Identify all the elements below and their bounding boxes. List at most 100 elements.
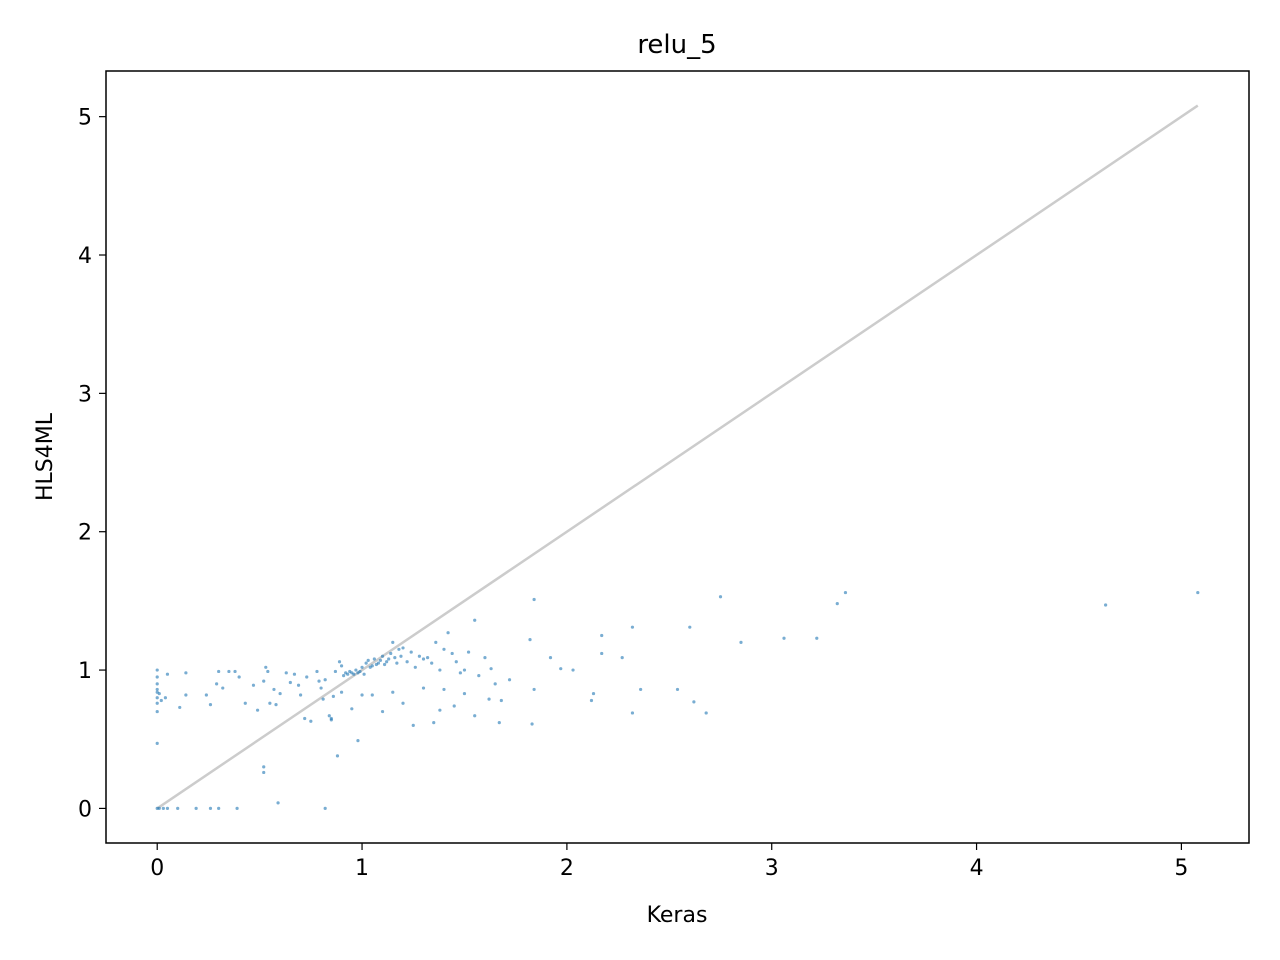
data-point — [317, 679, 321, 683]
y-tick-label: 1 — [78, 659, 92, 684]
y-axis: 0 1 2 3 4 5 — [78, 106, 106, 822]
data-point — [454, 660, 458, 664]
data-point — [337, 660, 342, 664]
data-point — [387, 657, 391, 661]
data-point — [268, 701, 272, 705]
data-point — [376, 661, 381, 665]
data-point — [421, 657, 426, 661]
data-point — [278, 691, 282, 696]
data-point — [600, 651, 604, 656]
data-point — [442, 647, 446, 651]
data-point — [452, 704, 456, 708]
x-axis: 0 1 2 3 4 5 — [150, 843, 1188, 881]
data-point — [393, 656, 397, 660]
data-point — [178, 705, 182, 710]
data-point — [1196, 590, 1200, 595]
data-point — [462, 668, 467, 672]
data-point — [350, 707, 354, 711]
data-point — [159, 698, 163, 703]
data-point — [303, 716, 307, 721]
data-point — [532, 687, 536, 692]
data-point — [356, 739, 360, 743]
data-point — [155, 682, 159, 686]
data-point — [487, 697, 491, 701]
data-point — [835, 602, 839, 606]
data-point — [528, 638, 532, 642]
data-point — [382, 662, 387, 667]
data-point — [425, 656, 430, 660]
data-point — [364, 661, 368, 665]
data-point — [163, 696, 168, 700]
y-tick-label: 2 — [78, 521, 92, 546]
data-point — [438, 708, 442, 712]
data-point — [385, 660, 389, 664]
data-point — [675, 687, 680, 692]
x-tick-label: 1 — [355, 856, 369, 881]
data-point — [309, 719, 313, 723]
data-point — [1104, 603, 1108, 607]
data-point — [360, 693, 364, 697]
data-point — [446, 631, 450, 635]
data-point — [155, 741, 159, 745]
data-point — [342, 673, 346, 678]
data-point — [380, 654, 385, 658]
data-point — [372, 657, 376, 661]
data-point — [358, 669, 362, 674]
data-point — [315, 669, 319, 674]
data-point — [266, 669, 270, 674]
data-point — [339, 664, 344, 668]
data-point — [233, 669, 237, 674]
data-point — [255, 708, 260, 712]
data-point — [405, 660, 409, 664]
data-point — [370, 693, 374, 697]
data-point — [688, 625, 692, 629]
data-point — [380, 709, 385, 714]
data-point — [194, 806, 198, 811]
data-point — [739, 640, 743, 644]
data-point — [296, 683, 301, 687]
x-tick-label: 5 — [1174, 856, 1188, 881]
data-point — [157, 806, 161, 811]
chart-title: relu_5 — [637, 30, 716, 60]
data-point — [450, 651, 454, 656]
data-point — [704, 711, 708, 715]
data-point — [600, 633, 604, 638]
data-point — [217, 806, 221, 811]
data-point — [559, 667, 563, 671]
data-point — [157, 691, 161, 696]
data-point — [391, 690, 395, 694]
data-point — [354, 668, 358, 672]
data-point — [243, 701, 247, 705]
data-point — [161, 806, 165, 811]
data-point — [497, 721, 501, 725]
y-tick-label: 3 — [78, 382, 92, 407]
data-point — [411, 723, 415, 728]
data-point — [319, 686, 323, 690]
data-point — [292, 672, 297, 676]
x-axis-label: Keras — [647, 903, 708, 928]
data-point — [321, 697, 325, 701]
data-point — [331, 694, 335, 698]
data-point — [493, 682, 497, 686]
data-point — [438, 668, 442, 672]
data-point — [262, 765, 266, 769]
data-point — [571, 668, 575, 672]
data-point — [462, 691, 467, 696]
data-point — [339, 690, 344, 694]
data-point — [217, 669, 221, 674]
data-point — [366, 658, 370, 662]
data-point — [421, 686, 426, 690]
data-point — [305, 675, 309, 679]
data-point — [530, 722, 534, 726]
data-point — [591, 691, 596, 696]
data-point — [165, 672, 170, 676]
data-point — [323, 678, 327, 682]
data-point — [477, 673, 481, 678]
data-point — [155, 668, 159, 672]
data-point — [215, 682, 219, 686]
data-point — [499, 698, 503, 703]
data-point — [370, 664, 374, 668]
data-point — [630, 625, 635, 629]
data-point — [155, 709, 159, 714]
data-point — [204, 693, 208, 697]
